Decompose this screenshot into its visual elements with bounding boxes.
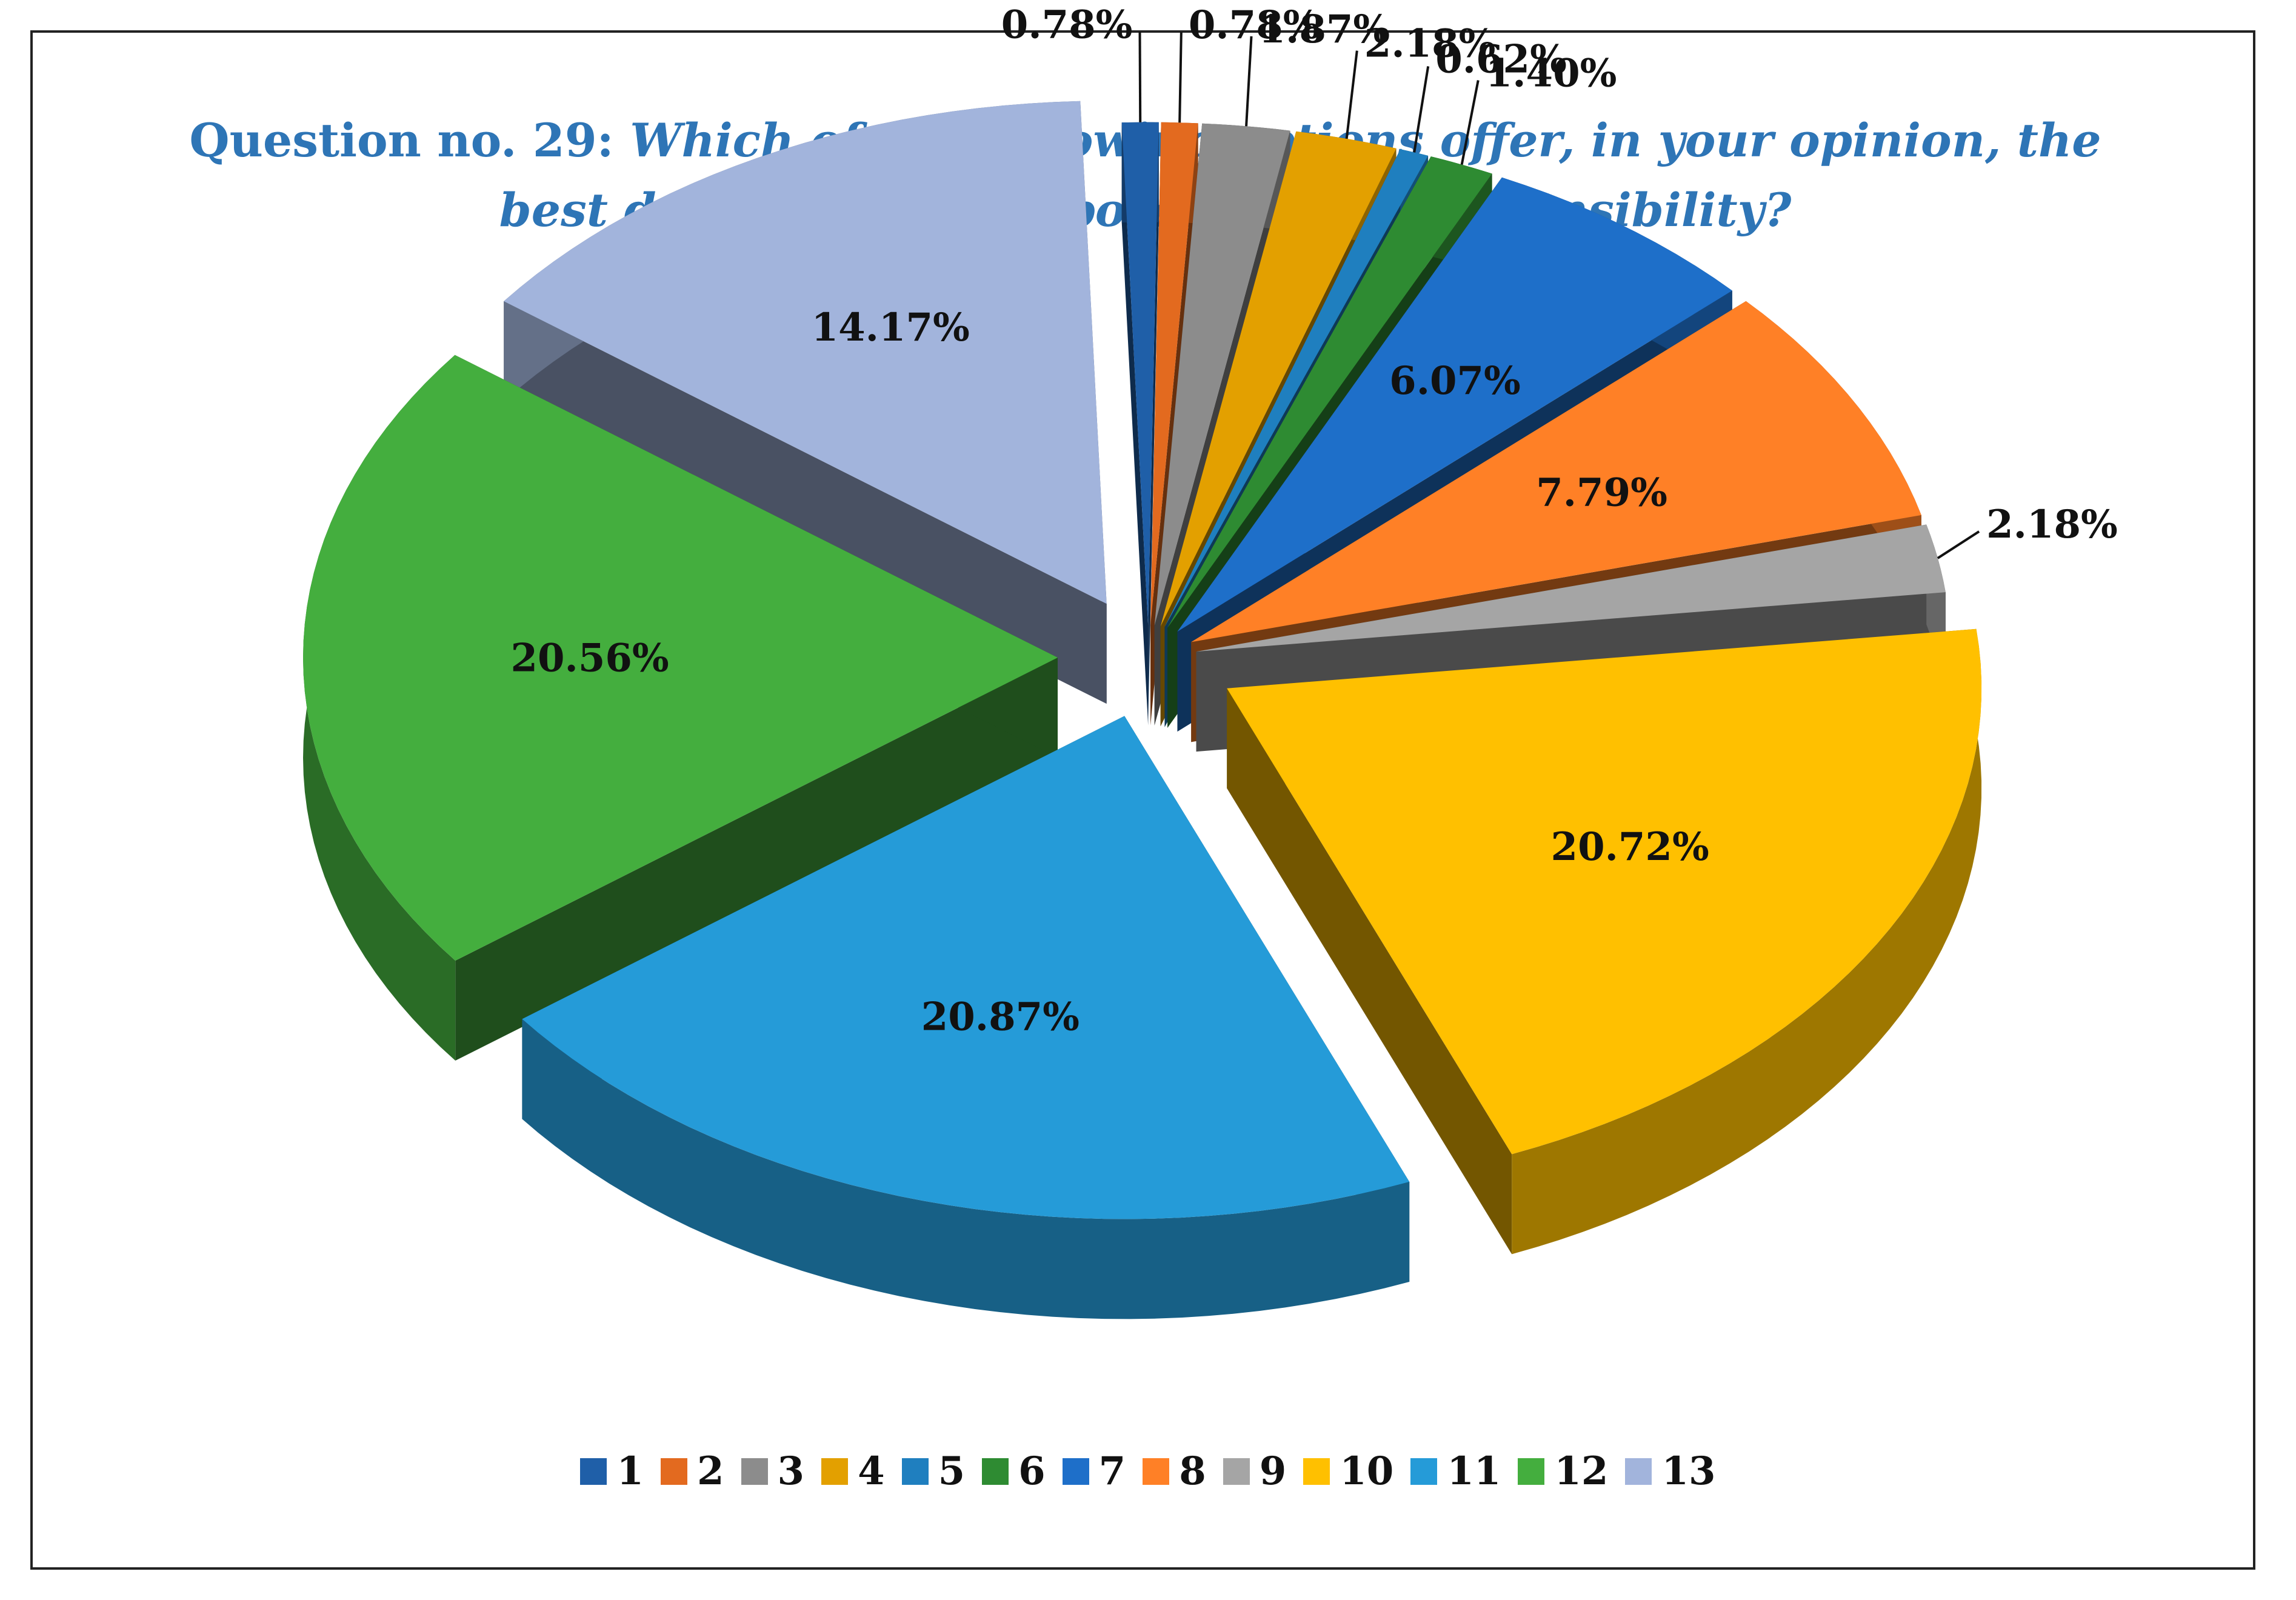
legend-swatch-1 [580,1458,607,1485]
slice-label-13: 14.17% [812,305,970,350]
legend-item-2: 2 [661,1448,724,1494]
legend-item-10: 10 [1303,1448,1393,1494]
legend-label-2: 2 [697,1448,724,1494]
legend-label-12: 12 [1554,1448,1609,1494]
legend-label-10: 10 [1340,1448,1394,1494]
legend-item-4: 4 [821,1448,885,1494]
callout-label-1: 0.78% [1001,2,1133,47]
callout-label-2: 0.78% [1189,2,1320,48]
legend-swatch-10 [1303,1458,1330,1485]
legend-label-4: 4 [858,1448,885,1494]
pie-slice-13 [504,101,1107,704]
legend-label-5: 5 [938,1448,966,1494]
legend-item-13: 13 [1625,1448,1716,1494]
legend-label-11: 11 [1447,1448,1501,1494]
leader-line-4 [1345,50,1358,139]
callout-label-4: 2.18% [1364,21,1496,67]
legend-item-5: 5 [901,1448,966,1494]
slice-label-7: 6.07% [1389,358,1521,404]
leader-line-3 [1245,36,1253,127]
legend-label-9: 9 [1259,1448,1287,1494]
legend-label-1: 1 [616,1448,644,1494]
leader-line-2 [1178,32,1183,123]
pie-slice-11 [522,716,1410,1319]
legend-label-3: 3 [777,1448,805,1494]
chart-title-prefix: Question no. 29: [189,113,630,167]
leader-line-5 [1413,66,1430,153]
callout-label-5: 0.62% [1435,36,1567,82]
legend-swatch-2 [661,1458,688,1485]
callout-label-6: 1.40% [1486,51,1617,96]
slice-label-12: 20.56% [510,635,669,681]
pie-slice-12 [303,355,1058,1061]
legend-label-6: 6 [1018,1448,1046,1494]
legend-item-8: 8 [1143,1448,1206,1494]
legend-swatch-5 [901,1458,929,1485]
legend-item-7: 7 [1062,1448,1126,1494]
slice-label-11: 20.87% [921,995,1080,1040]
legend-swatch-6 [982,1458,1009,1485]
legend-swatch-8 [1143,1458,1170,1485]
legend-item-9: 9 [1223,1448,1287,1494]
pie-slice-10 [1227,628,1982,1255]
legend: 1 2 3 4 5 6 7 8 9 10 11 12 13 [0,1448,2296,1494]
legend-item-3: 3 [741,1448,805,1494]
legend-item-1: 1 [580,1448,644,1494]
legend-label-13: 13 [1661,1448,1716,1494]
legend-swatch-4 [821,1458,849,1485]
legend-label-8: 8 [1179,1448,1206,1494]
slice-label-10: 20.72% [1551,824,1709,870]
legend-item-6: 6 [982,1448,1046,1494]
slice-label-8: 7.79% [1536,470,1667,516]
callout-label-9: 2.18% [1986,502,2118,547]
legend-label-7: 7 [1098,1448,1126,1494]
legend-swatch-9 [1223,1458,1250,1485]
legend-swatch-11 [1410,1458,1438,1485]
legend-item-11: 11 [1410,1448,1501,1494]
legend-swatch-12 [1518,1458,1545,1485]
leader-line-6 [1460,80,1480,165]
legend-swatch-3 [741,1458,768,1485]
legend-swatch-13 [1625,1458,1652,1485]
legend-item-12: 12 [1518,1448,1608,1494]
callout-label-3: 1.87% [1259,7,1390,52]
legend-swatch-7 [1062,1458,1089,1485]
leader-line-9 [1937,530,1980,559]
pie-slice-1 [1121,122,1159,725]
